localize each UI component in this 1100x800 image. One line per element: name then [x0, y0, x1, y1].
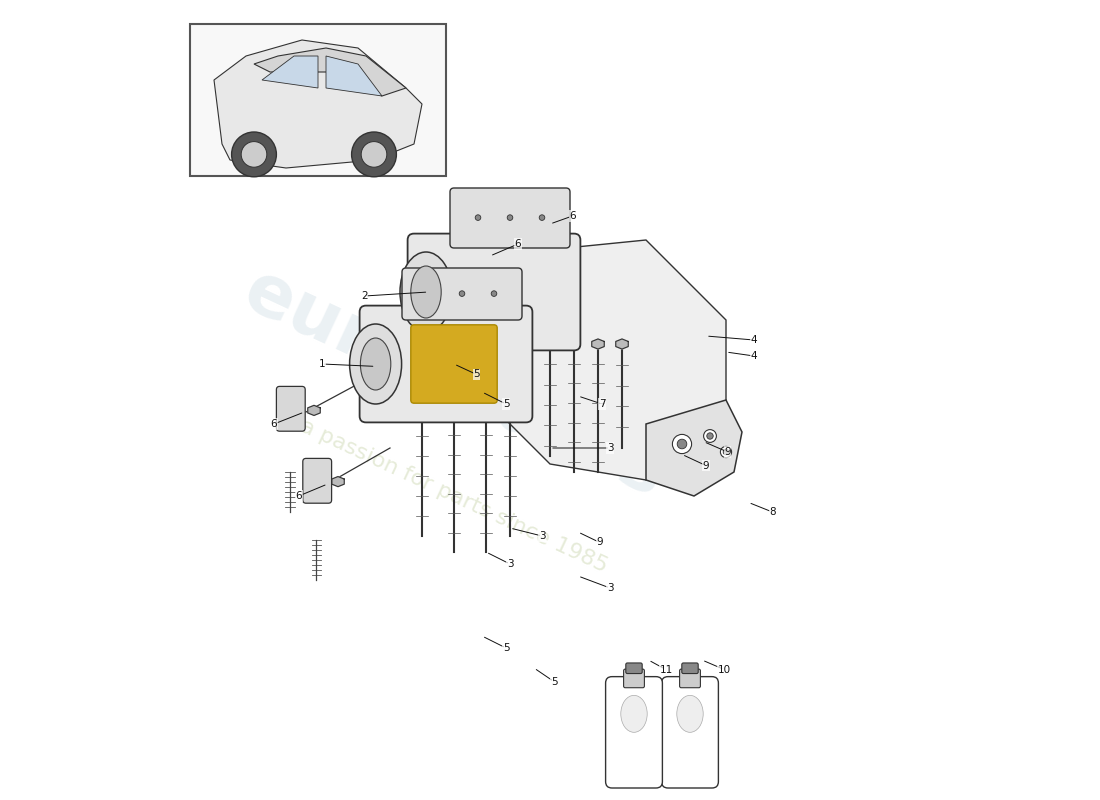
Bar	[190, 24, 446, 176]
Text: 9: 9	[724, 447, 730, 457]
FancyBboxPatch shape	[661, 677, 718, 788]
Polygon shape	[416, 411, 428, 421]
Circle shape	[475, 215, 481, 220]
Text: 6: 6	[296, 491, 303, 501]
Circle shape	[678, 439, 686, 449]
Circle shape	[507, 215, 513, 220]
Ellipse shape	[676, 695, 703, 732]
Polygon shape	[616, 339, 628, 349]
Text: 4: 4	[750, 351, 757, 361]
Circle shape	[427, 290, 432, 297]
Circle shape	[456, 288, 468, 299]
Text: 11: 11	[659, 665, 672, 674]
Circle shape	[352, 132, 396, 177]
Circle shape	[425, 288, 436, 299]
Text: 3: 3	[539, 531, 546, 541]
Polygon shape	[262, 56, 318, 88]
Polygon shape	[308, 406, 320, 415]
Text: 5: 5	[551, 677, 558, 686]
Text: 3: 3	[607, 443, 614, 453]
FancyBboxPatch shape	[624, 669, 645, 688]
Circle shape	[232, 132, 276, 177]
Text: 1: 1	[319, 359, 326, 369]
Text: 6: 6	[569, 211, 575, 221]
FancyBboxPatch shape	[680, 669, 701, 688]
FancyBboxPatch shape	[408, 234, 581, 350]
FancyBboxPatch shape	[276, 386, 305, 431]
FancyBboxPatch shape	[302, 458, 331, 503]
FancyBboxPatch shape	[360, 306, 532, 422]
Polygon shape	[214, 40, 422, 168]
Polygon shape	[486, 240, 726, 480]
Polygon shape	[332, 477, 344, 486]
FancyBboxPatch shape	[410, 325, 497, 403]
Circle shape	[707, 433, 713, 439]
Text: 7: 7	[598, 399, 605, 409]
FancyBboxPatch shape	[606, 677, 662, 788]
Polygon shape	[480, 411, 492, 421]
Polygon shape	[568, 339, 580, 349]
Text: 10: 10	[718, 665, 732, 674]
FancyBboxPatch shape	[450, 188, 570, 248]
Ellipse shape	[620, 695, 647, 732]
FancyBboxPatch shape	[682, 663, 698, 674]
Ellipse shape	[400, 252, 452, 332]
Circle shape	[361, 142, 387, 167]
Circle shape	[672, 434, 692, 454]
FancyBboxPatch shape	[402, 268, 522, 320]
Text: 2: 2	[361, 291, 367, 301]
Text: 5: 5	[473, 370, 480, 379]
Circle shape	[492, 290, 497, 297]
Polygon shape	[646, 400, 742, 496]
Circle shape	[459, 290, 465, 297]
Ellipse shape	[350, 324, 402, 404]
Circle shape	[537, 212, 548, 223]
Circle shape	[505, 212, 516, 223]
Circle shape	[720, 446, 732, 458]
Ellipse shape	[410, 266, 441, 318]
Polygon shape	[326, 56, 382, 96]
Text: 6: 6	[515, 239, 521, 249]
FancyBboxPatch shape	[626, 663, 642, 674]
Text: 8: 8	[769, 507, 776, 517]
Text: 5: 5	[503, 643, 509, 653]
Polygon shape	[254, 48, 406, 96]
Polygon shape	[504, 411, 516, 421]
Circle shape	[723, 450, 729, 454]
Text: 9: 9	[703, 461, 710, 470]
Text: 3: 3	[607, 583, 614, 593]
Circle shape	[241, 142, 267, 167]
Text: a passion for parts since 1985: a passion for parts since 1985	[297, 416, 610, 576]
Circle shape	[488, 288, 499, 299]
Polygon shape	[592, 339, 604, 349]
Ellipse shape	[361, 338, 390, 390]
Text: 4: 4	[750, 335, 757, 345]
Circle shape	[704, 430, 716, 442]
Polygon shape	[543, 339, 557, 349]
Text: 3: 3	[507, 559, 514, 569]
Circle shape	[539, 215, 544, 220]
Polygon shape	[448, 411, 460, 421]
Text: 6: 6	[271, 419, 277, 429]
Circle shape	[472, 212, 484, 223]
Text: 9: 9	[596, 538, 603, 547]
Text: 5: 5	[503, 399, 509, 409]
Text: eurospares: eurospares	[232, 256, 675, 512]
